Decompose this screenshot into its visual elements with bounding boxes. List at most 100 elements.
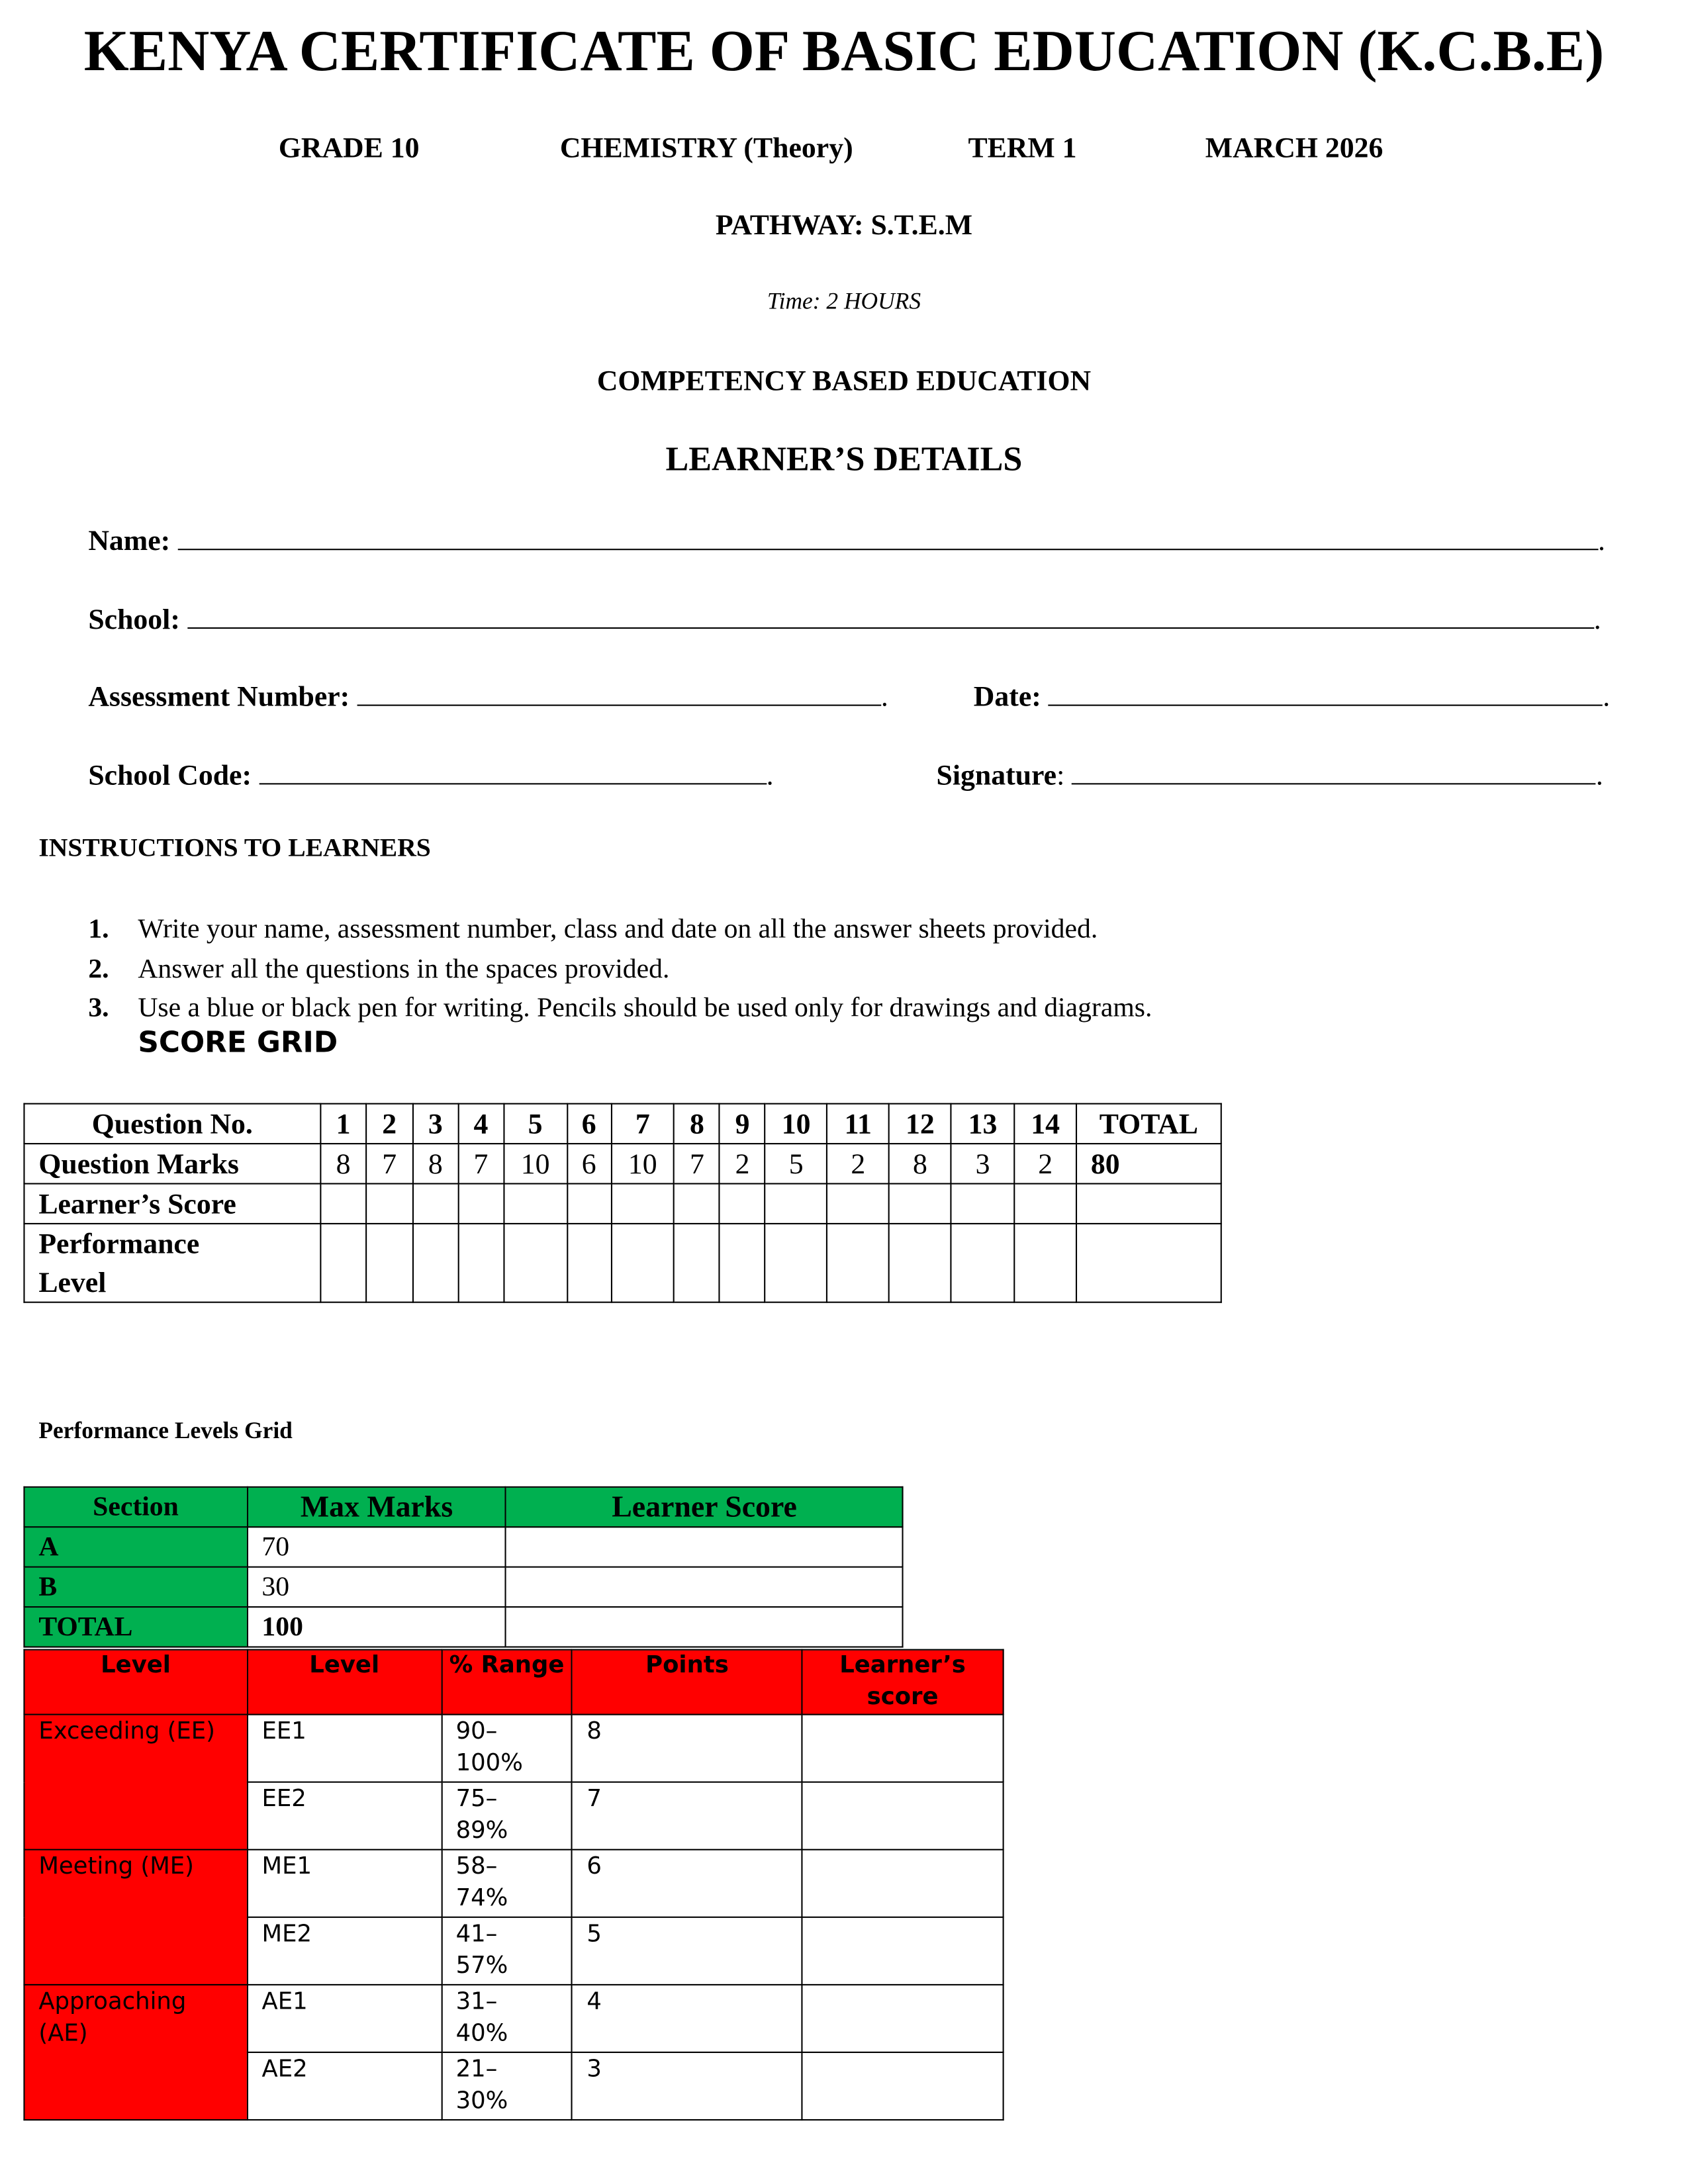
- performance-level-cell[interactable]: [566, 1222, 612, 1303]
- performance-level-cell[interactable]: [719, 1222, 766, 1303]
- period: .: [1597, 523, 1605, 557]
- range-text: 75–89%: [455, 1785, 508, 1845]
- performance-level-cell[interactable]: [888, 1222, 952, 1303]
- instruction-item: 3. Use a blue or black pen for writing. P…: [88, 989, 1152, 1028]
- performance-level-cell[interactable]: [673, 1222, 721, 1303]
- question-number-cell: 9: [719, 1103, 766, 1145]
- question-number-cell: TOTAL: [1075, 1103, 1222, 1145]
- performance-level-cell[interactable]: [764, 1222, 828, 1303]
- points-cell: 7: [571, 1781, 803, 1850]
- question-marks-cell: 2: [1013, 1143, 1078, 1185]
- school-label: School:: [88, 602, 180, 636]
- subject: CHEMISTRY (Theory): [559, 130, 853, 164]
- term: TERM 1: [968, 130, 1077, 164]
- learner-score-cell[interactable]: [1013, 1183, 1078, 1224]
- level-cell: AE1: [246, 1983, 442, 2054]
- signature-field[interactable]: Signature: .: [937, 758, 1603, 793]
- name-field[interactable]: Name: .: [88, 524, 1605, 559]
- learner-score-cell[interactable]: [505, 1566, 904, 1608]
- learner-score-cell[interactable]: [826, 1183, 890, 1224]
- performance-grid-heading: Performance Levels Grid: [38, 1417, 293, 1444]
- question-number-cell: 12: [888, 1103, 952, 1145]
- performance-level-cell[interactable]: [457, 1222, 504, 1303]
- learner-score-cell[interactable]: [719, 1183, 766, 1224]
- learner-score-cell[interactable]: [801, 1916, 1004, 1985]
- learner-score-cell[interactable]: [566, 1183, 612, 1224]
- performance-level-cell[interactable]: [1013, 1222, 1078, 1303]
- question-number-cell: 7: [610, 1103, 675, 1145]
- row-label: Learner’s Score: [23, 1183, 322, 1224]
- score-grid-table: Question No. 1 2 3 4 5 6 7 8 9 10 11 12 13 14 TOTAL Que…: [23, 1103, 1222, 1303]
- assessment-number-field[interactable]: Assessment Number: .: [88, 680, 888, 714]
- school-field[interactable]: School: .: [88, 602, 1601, 637]
- colon: :: [1056, 758, 1065, 792]
- level-cell: ME2: [246, 1916, 442, 1985]
- question-number-cell: 5: [502, 1103, 568, 1145]
- range-cell: 21–30%: [440, 2051, 573, 2121]
- row-label: Question No.: [23, 1103, 322, 1145]
- range-cell: 41–57%: [440, 1916, 573, 1985]
- instruction-number: 1.: [88, 914, 109, 945]
- section-cell: B: [23, 1566, 248, 1608]
- learner-score-cell[interactable]: [673, 1183, 721, 1224]
- question-number-cell: 10: [764, 1103, 828, 1145]
- curriculum: COMPETENCY BASED EDUCATION: [596, 363, 1092, 397]
- details-heading: LEARNER’S DETAILS: [665, 441, 1023, 478]
- learner-score-cell[interactable]: [801, 1983, 1004, 2054]
- range-cell: 75–89%: [440, 1781, 573, 1850]
- learner-score-cell[interactable]: [801, 1781, 1004, 1850]
- learner-score-cell[interactable]: [320, 1183, 367, 1224]
- question-marks-cell: 7: [457, 1143, 504, 1185]
- question-marks-cell: 6: [566, 1143, 612, 1185]
- performance-level-cell[interactable]: [826, 1222, 890, 1303]
- row-label: Performance Level: [23, 1222, 322, 1303]
- period: .: [1595, 758, 1603, 792]
- name-label: Name:: [88, 523, 171, 557]
- question-number-cell: 2: [365, 1103, 414, 1145]
- range-text: 31–40%: [455, 1988, 508, 2048]
- instruction-number: 2.: [88, 953, 109, 984]
- learner-score-cell[interactable]: [801, 1848, 1004, 1918]
- learner-score-cell[interactable]: [764, 1183, 828, 1224]
- learner-score-row: Learner’s Score: [23, 1183, 1222, 1224]
- performance-level-cell[interactable]: [412, 1222, 459, 1303]
- learner-score-cell[interactable]: [502, 1183, 568, 1224]
- score-grid-heading: SCORE GRID: [138, 1025, 338, 1059]
- learner-score-cell[interactable]: [457, 1183, 504, 1224]
- level-group-cell: Exceeding (EE): [23, 1713, 248, 1850]
- learner-score-cell[interactable]: [801, 2051, 1004, 2121]
- performance-level-cell[interactable]: [365, 1222, 414, 1303]
- learner-score-cell[interactable]: [950, 1183, 1015, 1224]
- learner-score-cell[interactable]: [412, 1183, 459, 1224]
- learner-score-cell[interactable]: [610, 1183, 675, 1224]
- question-marks-cell: 2: [719, 1143, 766, 1185]
- row-label: Question Marks: [23, 1143, 322, 1185]
- learner-score-cell[interactable]: [505, 1526, 904, 1568]
- learner-score-cell[interactable]: [1075, 1183, 1222, 1224]
- table-row: Exceeding (EE) EE1 90–100% 8: [23, 1713, 1004, 1850]
- performance-level-cell[interactable]: [1075, 1222, 1222, 1303]
- learner-score-cell[interactable]: [365, 1183, 414, 1224]
- date-field[interactable]: Date: .: [974, 680, 1610, 714]
- learner-score-cell[interactable]: [888, 1183, 952, 1224]
- instructions-heading: INSTRUCTIONS TO LEARNERS: [38, 834, 431, 864]
- period: .: [880, 680, 888, 713]
- school-code-field[interactable]: School Code: .: [88, 758, 773, 793]
- pathway: PATHWAY: S.T.E.M: [715, 208, 973, 242]
- question-number-cell: 6: [566, 1103, 612, 1145]
- max-marks-cell: 100: [246, 1606, 507, 1648]
- level-group-cell: Meeting (ME): [23, 1848, 248, 1985]
- range-text: 41–57%: [455, 1921, 508, 1980]
- performance-level-cell[interactable]: [610, 1222, 675, 1303]
- performance-level-cell[interactable]: [950, 1222, 1015, 1303]
- level-cell: AE2: [246, 2051, 442, 2121]
- performance-level-cell[interactable]: [502, 1222, 568, 1303]
- performance-level-cell[interactable]: [320, 1222, 367, 1303]
- learner-score-cell[interactable]: [801, 1713, 1004, 1783]
- column-header: Level: [246, 1649, 442, 1715]
- learner-score-cell[interactable]: [505, 1606, 904, 1648]
- level-cell: EE1: [246, 1713, 442, 1783]
- instruction-text: Write your name, assessment number, clas…: [138, 914, 1098, 945]
- table-row: Approaching (AE) AE1 31–40% 4: [23, 1983, 1004, 2121]
